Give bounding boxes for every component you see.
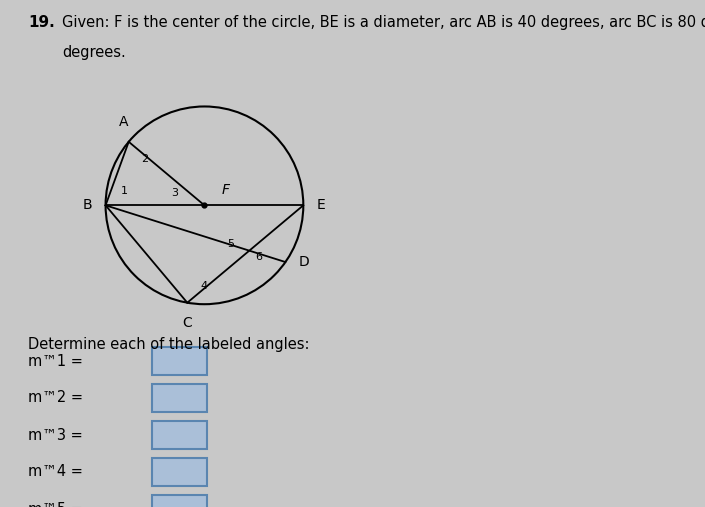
Text: 19.: 19. bbox=[28, 15, 55, 30]
Text: E: E bbox=[317, 198, 325, 212]
Text: m™5 =: m™5 = bbox=[28, 501, 83, 507]
FancyBboxPatch shape bbox=[152, 421, 207, 449]
Text: m™1 =: m™1 = bbox=[28, 353, 83, 369]
FancyBboxPatch shape bbox=[152, 347, 207, 375]
Text: F: F bbox=[221, 184, 229, 197]
Text: B: B bbox=[83, 198, 92, 212]
Text: C: C bbox=[183, 316, 192, 330]
Text: 1: 1 bbox=[121, 187, 128, 196]
Text: 2: 2 bbox=[141, 154, 148, 164]
Text: A: A bbox=[119, 115, 128, 129]
Text: 3: 3 bbox=[171, 188, 178, 198]
FancyBboxPatch shape bbox=[152, 458, 207, 486]
Text: Determine each of the labeled angles:: Determine each of the labeled angles: bbox=[28, 337, 309, 352]
Text: 4: 4 bbox=[201, 281, 208, 291]
Text: m™2 =: m™2 = bbox=[28, 390, 83, 406]
Text: m™4 =: m™4 = bbox=[28, 464, 83, 480]
Text: D: D bbox=[298, 255, 309, 269]
Text: m™3 =: m™3 = bbox=[28, 427, 82, 443]
Text: Given: F is the center of the circle, BE is a diameter, arc AB is 40 degrees, ar: Given: F is the center of the circle, BE… bbox=[62, 15, 705, 30]
Text: 6: 6 bbox=[255, 251, 262, 262]
FancyBboxPatch shape bbox=[152, 384, 207, 412]
Text: 5: 5 bbox=[227, 239, 234, 248]
FancyBboxPatch shape bbox=[152, 495, 207, 507]
Text: degrees.: degrees. bbox=[62, 45, 125, 60]
